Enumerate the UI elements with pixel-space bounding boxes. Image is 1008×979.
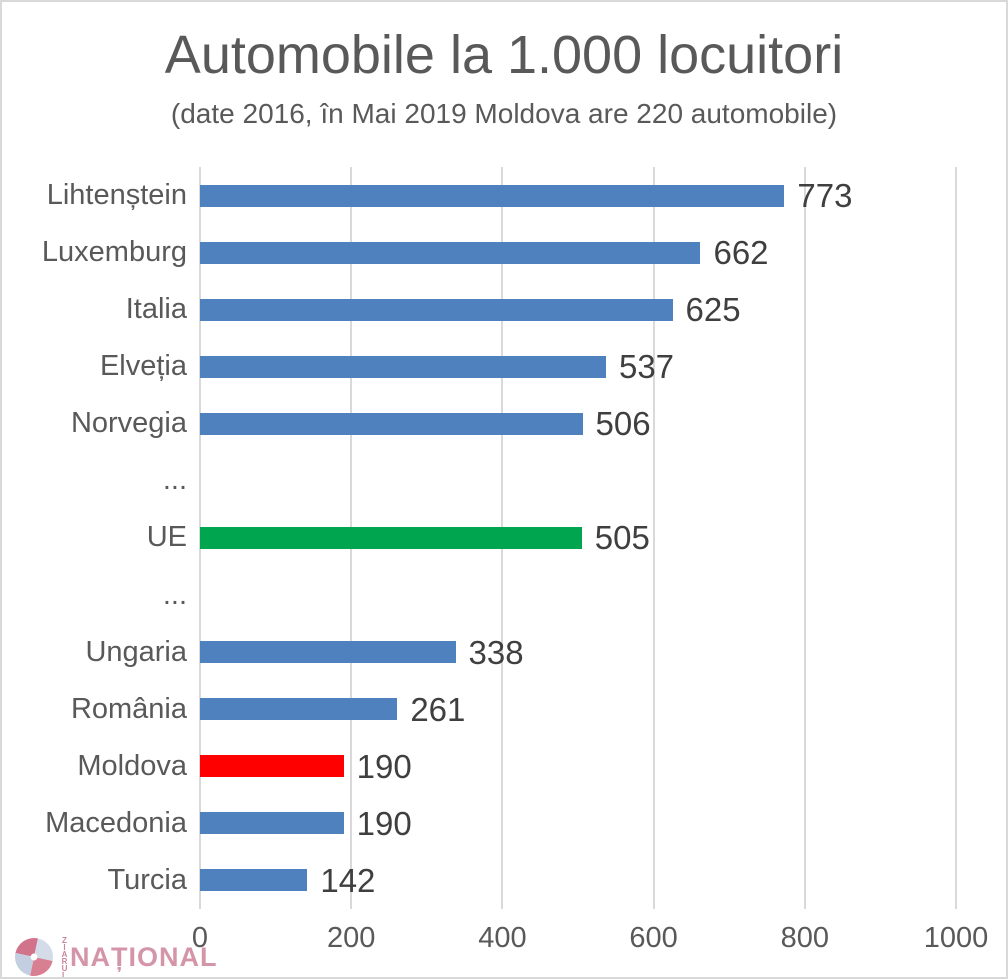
x-tick-label: 800	[780, 922, 829, 954]
category-label: Moldova	[77, 749, 187, 782]
category-label: Turcia	[107, 863, 188, 896]
x-tick-label: 1000	[923, 922, 989, 954]
national-watermark: ZIARUL NAȚIONAL	[14, 936, 218, 978]
category-label: Lihtenștein	[46, 179, 187, 211]
national-logo-icon	[15, 938, 53, 976]
bar-ue	[200, 527, 582, 549]
category-label: Elveția	[99, 350, 187, 383]
bar-turcia	[200, 869, 308, 892]
category-label: Norvegia	[70, 407, 187, 440]
value-label: 338	[468, 633, 524, 671]
gridline	[955, 167, 957, 909]
category-label: Ungaria	[85, 635, 187, 668]
value-label: 505	[594, 519, 650, 557]
category-label: România	[70, 692, 187, 725]
bar-macedonia	[200, 812, 344, 835]
value-label: 537	[618, 348, 675, 386]
gridline	[803, 167, 806, 909]
value-label: 662	[713, 234, 769, 272]
chart-subtitle: (date 2016, în Mai 2019 Moldova are 220 …	[170, 98, 838, 129]
bar-ungaria	[200, 641, 456, 664]
category-label: Luxemburg	[41, 236, 187, 269]
value-label: 506	[595, 405, 651, 443]
bar-luxemburg	[200, 241, 701, 264]
x-tick-label: 400	[478, 922, 527, 954]
x-tick-label: 0	[191, 922, 209, 954]
value-label: 190	[356, 804, 412, 842]
watermark-vertical-text: ZIARUL	[60, 936, 69, 978]
bar-românia	[200, 698, 398, 721]
bar-lihtenștein	[200, 184, 785, 207]
category-label: UE	[146, 521, 187, 554]
bar-moldova	[200, 755, 344, 778]
bar-norvegia	[200, 412, 583, 435]
value-label: 625	[685, 291, 741, 329]
chart-title: Automobile la 1.000 locuitori	[164, 25, 844, 85]
bar-elveția	[200, 355, 606, 378]
bar-italia	[200, 298, 673, 321]
value-label: 773	[797, 177, 853, 214]
x-tick-label: 200	[326, 922, 376, 954]
gridline	[652, 167, 655, 909]
x-tick-label: 600	[629, 922, 678, 954]
value-label: 190	[356, 747, 412, 785]
category-label: Italia	[125, 293, 187, 326]
value-label: 261	[410, 690, 466, 728]
category-label: Macedonia	[45, 806, 187, 839]
watermark-brand: NAȚIONAL	[70, 941, 218, 972]
spacer-label: ...	[162, 464, 187, 497]
value-label: 142	[320, 861, 376, 899]
spacer-label: ...	[162, 578, 187, 611]
